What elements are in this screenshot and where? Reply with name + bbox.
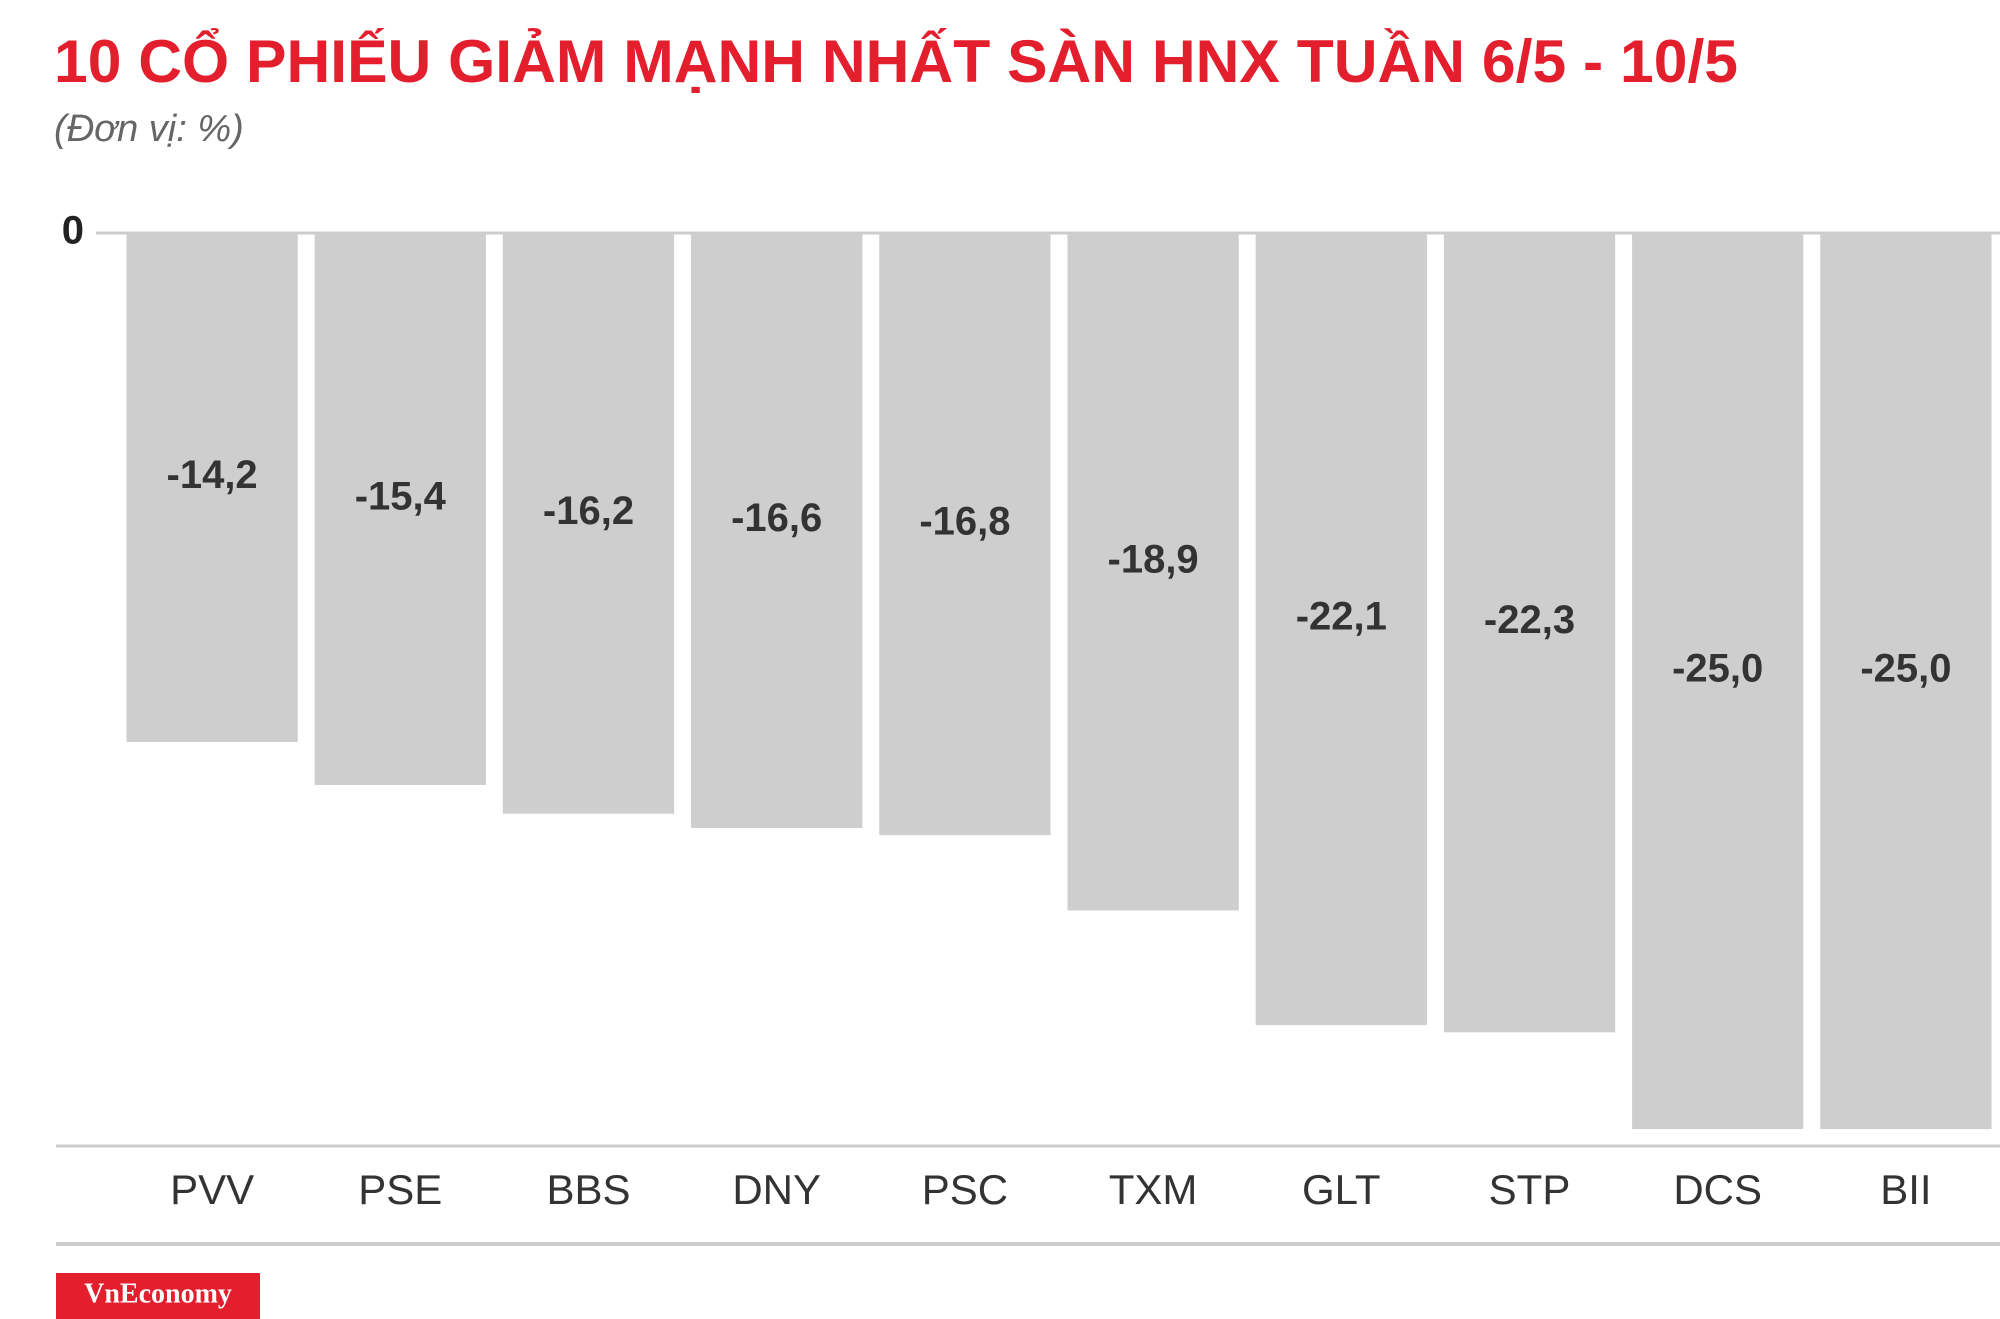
x-tick-label: PSE: [358, 1166, 442, 1213]
value-label: -25,0: [1860, 647, 1951, 691]
x-tick-label: STP: [1489, 1166, 1571, 1213]
bar: [1067, 233, 1239, 911]
y-tick-label: 0: [62, 209, 84, 253]
x-tick-label: BBS: [546, 1166, 630, 1213]
bar: [879, 233, 1051, 836]
x-tick-label: TXM: [1109, 1166, 1198, 1213]
chart-title: 10 CỔ PHIẾU GIẢM MẠNH NHẤT SÀN HNX TUẦN …: [54, 28, 1738, 95]
value-label: -18,9: [1108, 537, 1199, 581]
bar: [502, 233, 675, 814]
value-label: -14,2: [167, 453, 258, 497]
value-label: -25,0: [1672, 647, 1763, 691]
bar: [126, 233, 298, 742]
x-tick-label: DCS: [1673, 1166, 1762, 1213]
bar: [314, 233, 486, 785]
value-label: -15,4: [355, 475, 447, 519]
x-tick-label: GLT: [1302, 1166, 1381, 1213]
chart-subtitle: (Đơn vị: %): [54, 108, 244, 150]
x-tick-label: BII: [1880, 1166, 1931, 1213]
x-tick-label: DNY: [732, 1166, 821, 1213]
logo-box: [56, 1273, 260, 1319]
x-tick-label: PVV: [170, 1166, 254, 1213]
value-label: -22,3: [1484, 598, 1575, 642]
bar: [1632, 233, 1804, 1130]
bar: [1255, 233, 1427, 1026]
value-label: -16,8: [919, 500, 1010, 544]
bar: [1820, 233, 1992, 1130]
bar: [691, 233, 863, 828]
x-tick-label: PSC: [922, 1166, 1008, 1213]
value-label: -16,2: [543, 489, 634, 533]
value-label: -16,6: [731, 496, 822, 540]
bar: [1443, 233, 1616, 1033]
logo: VnEconomy: [84, 1278, 232, 1309]
value-label: -22,1: [1296, 595, 1387, 639]
